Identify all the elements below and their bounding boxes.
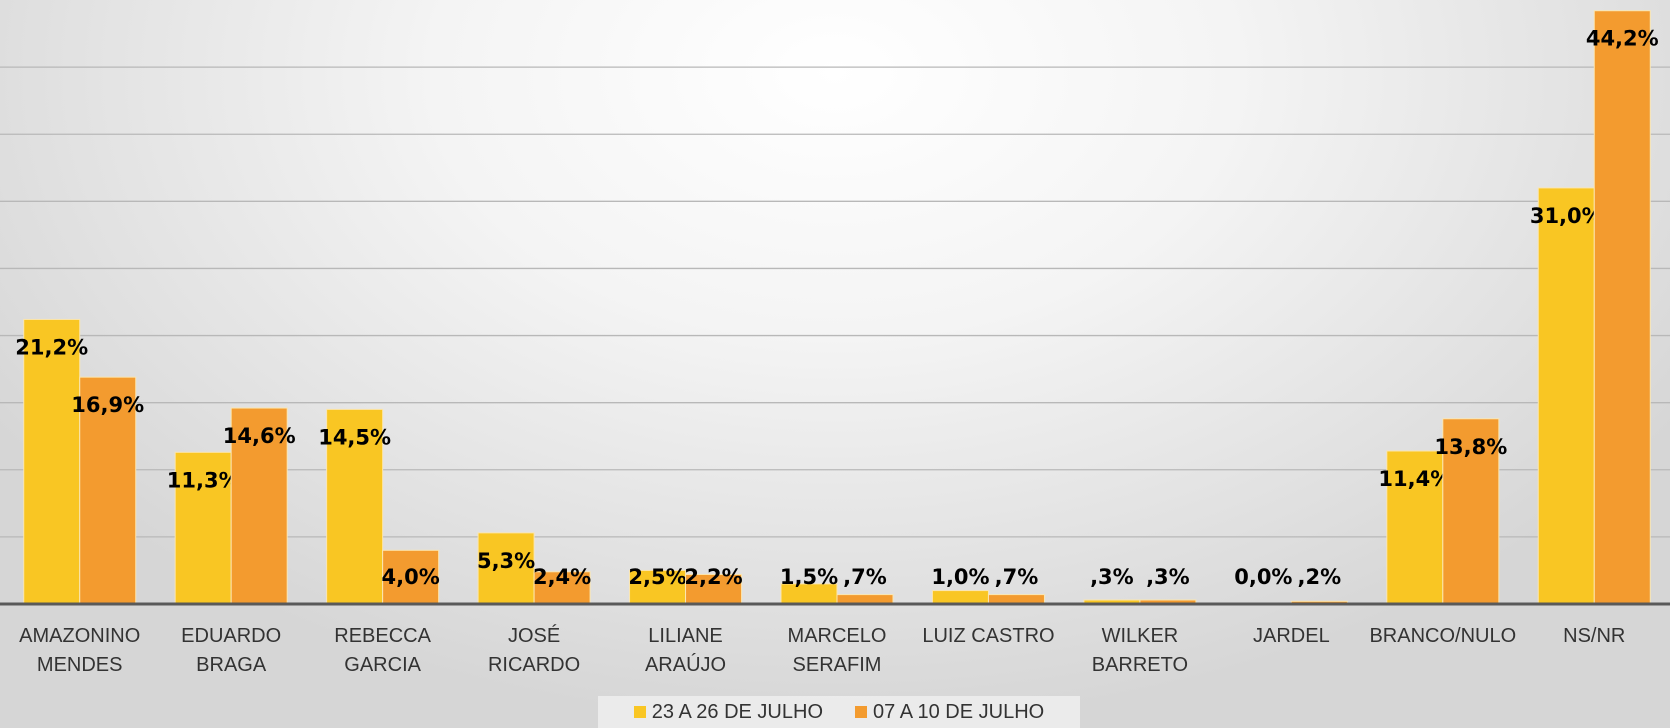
data-label: 31,0% — [1530, 204, 1603, 228]
x-tick-label: MARCELO SERAFIM — [787, 625, 887, 676]
bar — [533, 571, 591, 605]
data-label: 44,2% — [1586, 27, 1659, 51]
data-label: 5,3% — [477, 549, 535, 573]
legend-item: 07 A 10 DE JULHO — [855, 701, 1044, 724]
data-label: ,3% — [1090, 565, 1134, 589]
x-tick-label: BRANCO/NULO — [1369, 625, 1517, 647]
bar — [629, 569, 687, 605]
data-label: ,2% — [1298, 565, 1342, 589]
data-label: 11,4% — [1378, 467, 1451, 491]
legend-label: 23 A 26 DE JULHO — [651, 700, 823, 723]
legend-swatch — [855, 706, 867, 718]
bar — [23, 318, 81, 605]
legend-item: 23 A 26 DE JULHO — [633, 700, 823, 724]
data-label: 0,0% — [1234, 565, 1292, 589]
legend: 23 A 26 DE JULHO 07 A 10 DE JULHO — [598, 696, 1080, 728]
bar — [685, 573, 743, 605]
bar — [1537, 187, 1595, 605]
data-label: 2,2% — [684, 565, 742, 589]
data-label: 11,3% — [167, 468, 240, 492]
bar — [477, 532, 535, 605]
x-tick-label: JOSÉ RICARDO — [487, 625, 581, 676]
x-tick-label: WILKER BARRETO — [1091, 625, 1189, 676]
x-tick-label: JARDEL — [1253, 625, 1330, 647]
data-label: ,3% — [1146, 565, 1190, 589]
data-label: 14,6% — [223, 424, 296, 448]
legend-swatch — [633, 706, 646, 718]
x-tick-label: EDUARDO BRAGA — [181, 625, 282, 676]
data-label: 21,2% — [15, 335, 88, 359]
legend-label: 07 A 10 DE JULHO — [873, 700, 1045, 723]
data-label: 1,0% — [931, 565, 989, 589]
x-tick-label: LUIZ CASTRO — [922, 625, 1055, 647]
data-label: 16,9% — [71, 393, 144, 417]
bar — [931, 590, 989, 605]
bar — [1442, 418, 1500, 605]
bar — [1593, 10, 1651, 605]
bar — [1386, 450, 1444, 605]
data-label: 14,5% — [318, 425, 391, 449]
data-label: 13,8% — [1434, 435, 1507, 459]
data-label: 4,0% — [382, 565, 440, 589]
bar — [79, 376, 137, 605]
data-label: ,7% — [843, 565, 887, 589]
data-label: 2,4% — [533, 565, 591, 589]
data-label: 1,5% — [780, 565, 838, 589]
x-tick-label: AMAZONINO MENDES — [19, 625, 141, 676]
x-tick-label: LILIANE ARAÚJO — [644, 625, 727, 676]
data-label: ,7% — [995, 565, 1039, 589]
data-label: 2,5% — [628, 565, 686, 589]
x-tick-label: REBECCA GARCIA — [334, 625, 431, 676]
x-tick-label: NS/NR — [1563, 625, 1626, 647]
